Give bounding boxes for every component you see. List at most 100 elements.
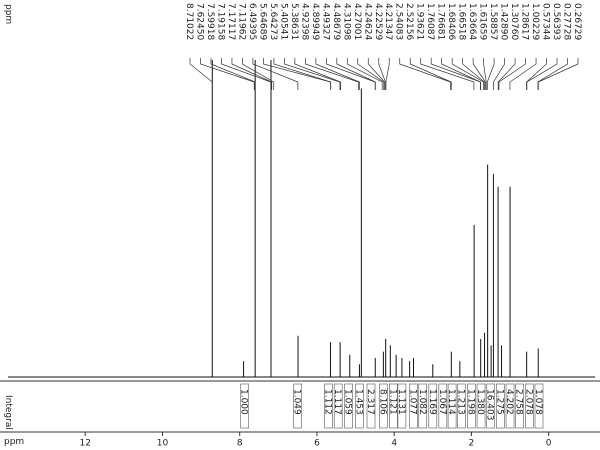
peak-leader xyxy=(294,58,341,90)
peak-label: 1.93621 xyxy=(415,3,425,40)
integral-mark xyxy=(366,383,376,429)
integral-value: 1.000 xyxy=(239,389,249,415)
integral-mark xyxy=(240,383,250,429)
peak-leader xyxy=(305,58,359,90)
peak-leader xyxy=(472,58,486,90)
peak-leader xyxy=(420,58,475,90)
integral-mark xyxy=(409,383,418,429)
integral-value: 2.758 xyxy=(514,389,524,415)
peak-label: 1.30760 xyxy=(509,3,519,40)
peak-label: 4.22529 xyxy=(373,3,383,40)
peak-label: 4.31098 xyxy=(341,3,351,40)
peak-leader xyxy=(231,58,273,90)
peak-label: 7.62450 xyxy=(194,3,204,40)
integral-mark xyxy=(496,383,505,429)
peak-leader xyxy=(526,58,547,90)
peak-leader xyxy=(509,58,537,90)
integral-value: 1.067 xyxy=(437,389,447,415)
peak-label: 1.66518 xyxy=(457,3,467,40)
integral-value: 1.121 xyxy=(387,389,397,415)
peak-label: 7.59918 xyxy=(205,3,215,40)
integral-mark xyxy=(355,383,364,429)
x-axis-label: ppm xyxy=(4,437,24,447)
peak-label: 2.52156 xyxy=(404,3,414,40)
integral-value: 1.380 xyxy=(475,389,485,415)
integral-value: 1.213 xyxy=(455,389,465,415)
peak-label: 4.24624 xyxy=(362,3,372,40)
peak-leader xyxy=(273,58,332,90)
peak-label: 7.19158 xyxy=(215,3,225,40)
peak-label: 1.42890 xyxy=(499,3,509,40)
integral-mark xyxy=(467,383,476,429)
integral-mark xyxy=(505,383,515,429)
peak-leader xyxy=(221,58,272,90)
peak-label: 0.57344 xyxy=(541,3,551,40)
peak-leader xyxy=(378,58,386,90)
peak-label: 0.26729 xyxy=(572,3,582,40)
peak-label: 1.76681 xyxy=(436,3,446,40)
integral-value: 2.078 xyxy=(523,389,533,415)
peak-leader xyxy=(346,58,383,90)
peak-label: 1.58857 xyxy=(488,3,498,40)
peak-leader xyxy=(462,58,485,90)
peak-label: 4.21347 xyxy=(383,3,393,40)
peak-leader xyxy=(497,58,516,90)
integral-mark xyxy=(486,383,496,429)
peak-leader xyxy=(526,58,558,90)
integral-mark xyxy=(293,383,302,429)
peak-label: 7.11962 xyxy=(236,3,246,40)
peak-leader xyxy=(252,58,299,90)
integral-mark xyxy=(428,383,438,429)
integral-mark xyxy=(389,383,398,429)
peak-leader xyxy=(483,58,487,90)
top-unit: ppm xyxy=(3,4,13,24)
integral-mark xyxy=(418,383,428,429)
peak-leader xyxy=(451,58,484,90)
integral-mark xyxy=(476,383,486,429)
x-tick-label: 8 xyxy=(237,439,243,449)
x-tick-label: 4 xyxy=(391,439,397,449)
peak-leader xyxy=(242,58,275,90)
peak-leader xyxy=(315,58,360,90)
peak-label: 7.17117 xyxy=(226,3,236,40)
peak-leader xyxy=(200,58,255,90)
integral-value: 1.112 xyxy=(323,389,333,415)
integral-value: 16.403 xyxy=(485,389,495,420)
peak-leader xyxy=(357,58,385,90)
integral-value: 1.131 xyxy=(396,389,406,415)
peak-label: 2.54083 xyxy=(394,3,404,40)
peak-label: 0.27728 xyxy=(562,3,572,40)
peak-leader xyxy=(493,58,505,90)
integral-mark xyxy=(344,383,353,429)
integral-value: 1.453 xyxy=(353,389,363,415)
integral-mark xyxy=(397,383,407,429)
integral-value: 1.114 xyxy=(446,389,456,415)
peak-label: 1.68406 xyxy=(446,3,456,40)
peak-leader xyxy=(336,58,376,90)
integral-label: Integral xyxy=(3,395,13,430)
peak-label: 5.38631 xyxy=(289,3,299,40)
peak-label: 5.40541 xyxy=(278,3,288,40)
peak-leader xyxy=(409,58,452,90)
peak-label: 4.49327 xyxy=(320,3,330,40)
integral-mark xyxy=(534,383,544,429)
peak-label: 1.61659 xyxy=(478,3,488,40)
peak-label: 1.63664 xyxy=(467,3,477,40)
integral-mark xyxy=(457,383,466,429)
peak-leader xyxy=(441,58,481,90)
peak-label: 1.76087 xyxy=(425,3,435,40)
peak-leader xyxy=(189,58,213,90)
peak-leader xyxy=(498,58,526,90)
integral-value: 2.317 xyxy=(365,389,375,415)
integral-value: 1.082 xyxy=(417,389,427,415)
peak-label: 1.00229 xyxy=(530,3,540,40)
peak-leader xyxy=(399,58,451,90)
peak-leader xyxy=(325,58,376,90)
peak-label: 0.56393 xyxy=(551,3,561,40)
peak-leader xyxy=(367,58,386,90)
peak-label: 4.92398 xyxy=(299,3,309,40)
integral-mark xyxy=(447,383,457,429)
x-tick-label: 0 xyxy=(546,439,552,449)
integral-value: 8.106 xyxy=(377,389,387,415)
x-tick-label: 2 xyxy=(469,439,475,449)
